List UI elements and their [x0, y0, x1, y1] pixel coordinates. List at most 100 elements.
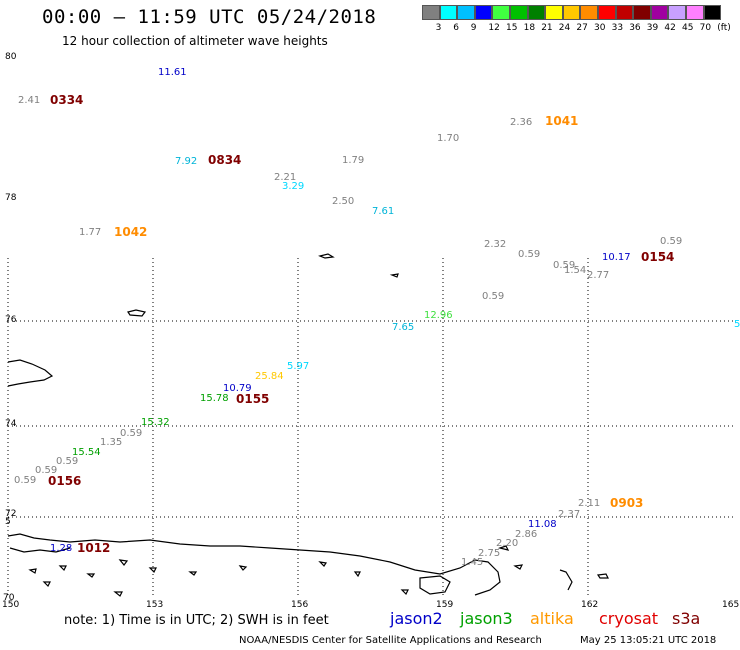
color-scale-label: 12	[488, 23, 500, 33]
color-swatch	[527, 5, 546, 20]
wave-height-label: 2.86	[515, 529, 538, 540]
wave-height-label: 0.59	[553, 260, 576, 271]
wave-height-label: 1.28	[50, 543, 73, 554]
wave-height-label: 2.75	[478, 548, 501, 559]
color-swatch	[668, 5, 686, 20]
color-swatch	[597, 5, 616, 20]
map-subtitle: 12 hour collection of altimeter wave hei…	[62, 34, 328, 48]
legend-jason3: jason3	[460, 609, 513, 628]
color-swatch	[615, 5, 634, 20]
pass-time-label: 0334	[50, 93, 84, 107]
wave-height-label: 0.59	[482, 291, 505, 302]
wave-height-label: 12.96	[424, 310, 453, 321]
pass-time-label: 1041	[545, 114, 579, 128]
wave-height-label: 11.61	[158, 67, 187, 78]
lat-label-70: 70	[3, 593, 15, 603]
wave-height-label: 2.36	[510, 117, 533, 128]
wave-height-label: 1.35	[100, 437, 123, 448]
wave-height-label: 15.32	[141, 417, 170, 428]
wave-height-label: 5.97	[287, 361, 310, 372]
color-scale-label: 30	[594, 23, 606, 33]
lon-label-165: 165	[722, 600, 740, 610]
color-swatch	[633, 5, 651, 20]
pass-time-label: 0154	[641, 250, 675, 264]
lat-label-80: 80	[5, 52, 17, 62]
footnote: note: 1) Time is in UTC; 2) SWH is in fe…	[64, 613, 329, 628]
wave-height-label: 2.32	[484, 239, 507, 250]
wave-height-label: 0.59	[518, 249, 541, 260]
lon-label-159: 159	[436, 600, 454, 610]
color-scale-label: 36	[629, 23, 641, 33]
wave-height-label: 2.37	[558, 509, 581, 520]
wave-height-label: 2.20	[496, 538, 519, 549]
color-swatch	[439, 5, 458, 20]
generated-timestamp: May 25 13:05:21 UTC 2018	[580, 635, 717, 646]
wave-height-label: 10.79	[223, 383, 252, 394]
lat-label-edge: 5	[5, 517, 11, 527]
wave-height-label: 7.61	[372, 206, 395, 217]
wave-height-label: 0.59	[120, 428, 143, 439]
color-scale-label: 3	[435, 23, 442, 33]
pass-time-label: 0903	[610, 496, 644, 510]
lon-label-150: 150	[2, 600, 20, 610]
wave-height-label: 25.84	[255, 371, 284, 382]
wave-height-label: 15.54	[72, 447, 101, 458]
lat-label-76: 76	[5, 315, 17, 325]
wave-height-color-scale	[422, 5, 722, 20]
color-swatch	[703, 5, 722, 20]
wave-height-label: 0.59	[14, 475, 37, 486]
wave-height-label: 0.59	[56, 456, 79, 467]
color-scale-label: 70	[699, 23, 712, 33]
wave-height-label: 1.54	[564, 265, 587, 276]
wave-height-label: 2.11	[578, 498, 601, 509]
color-swatch	[545, 5, 563, 20]
wave-height-label: 7.65	[392, 322, 415, 333]
color-swatch	[685, 5, 704, 20]
color-scale-label: 27	[576, 23, 588, 33]
color-swatch	[580, 5, 598, 20]
color-swatch	[457, 5, 475, 20]
color-swatch	[474, 5, 493, 20]
wave-height-label: 15.78	[200, 393, 229, 404]
map-title: 00:00 – 11:59 UTC 05/24/2018	[42, 6, 377, 28]
color-scale-label: 45	[682, 23, 694, 33]
pass-time-label: 1012	[77, 541, 111, 555]
legend-altika: altika	[530, 609, 574, 628]
wave-height-label: 0.59	[35, 465, 58, 476]
color-scale-label: 39	[646, 23, 659, 33]
color-scale-label: 15	[506, 23, 518, 33]
credit-text: NOAA/NESDIS Center for Satellite Applica…	[239, 635, 542, 646]
color-scale-label: 24	[558, 23, 571, 33]
wave-height-label: 7.92	[175, 156, 198, 167]
color-scale-label: (ft)	[717, 23, 731, 33]
lat-label-74: 74	[5, 419, 17, 429]
wave-height-label: 1.79	[342, 155, 365, 166]
color-scale-label: 33	[611, 23, 624, 33]
coastline	[7, 253, 609, 597]
pass-time-label: 0156	[48, 474, 82, 488]
wave-height-label: 2.77	[587, 270, 610, 281]
color-swatch	[509, 5, 528, 20]
lon-label-162: 162	[581, 600, 599, 610]
color-scale-label: 42	[664, 23, 676, 33]
wave-height-label: 1.45	[461, 557, 484, 568]
wave-height-label: 3.29	[282, 181, 305, 192]
legend-cryosat: cryosat	[599, 609, 659, 628]
wave-height-label: 0.59	[660, 236, 683, 247]
color-scale-label: 18	[523, 23, 536, 33]
pass-time-label: 0155	[236, 392, 270, 406]
legend-jason2: jason2	[390, 609, 443, 628]
wave-height-label: 10.17	[602, 252, 631, 263]
graticule	[7, 258, 735, 598]
wave-height-label: 11.08	[528, 519, 557, 530]
color-swatch	[562, 5, 581, 20]
lon-label-153: 153	[146, 600, 164, 610]
wave-height-label: 2.41	[18, 95, 41, 106]
color-scale-label: 6	[453, 23, 459, 33]
color-swatch	[650, 5, 669, 20]
lon-label-156: 156	[291, 600, 309, 610]
legend-s3a: s3a	[672, 609, 701, 628]
wave-height-label: 2.50	[332, 196, 355, 207]
